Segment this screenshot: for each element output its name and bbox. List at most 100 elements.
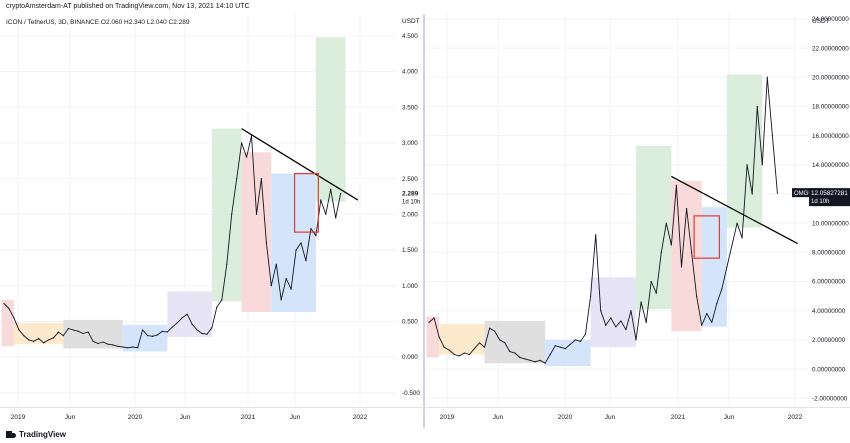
- price-points: [428, 76, 779, 364]
- y-tick-label: 2.00000000: [812, 337, 846, 344]
- last-price-bg: [809, 188, 850, 207]
- price-point: [300, 242, 302, 244]
- price-point: [241, 142, 243, 144]
- price-point: [132, 346, 134, 348]
- price-point: [650, 280, 652, 283]
- price-point: [499, 339, 501, 341]
- price-point: [433, 317, 435, 319]
- price-point: [549, 353, 551, 356]
- y-tick-label: 0.500: [402, 319, 418, 326]
- price-point: [756, 105, 758, 108]
- price-point: [761, 164, 763, 166]
- price-point: [559, 346, 561, 348]
- price-point: [151, 335, 154, 337]
- y-tick-label: 8.00000000: [812, 250, 846, 257]
- x-tick-label: Jun: [290, 414, 301, 421]
- price-point: [146, 335, 149, 337]
- price-point: [670, 244, 672, 246]
- zones: [426, 74, 763, 367]
- zone-orange: [439, 323, 485, 355]
- price-point: [564, 348, 566, 350]
- chart-title: ICON / TetherUS, 3D, BINANCE: [6, 19, 100, 26]
- price-point: [176, 322, 178, 324]
- price-point: [270, 285, 272, 287]
- x-tick-label: 2022: [353, 414, 368, 421]
- ohlc-l-label: L: [145, 19, 151, 26]
- price-point: [13, 317, 15, 319]
- price-point: [534, 361, 536, 363]
- trend-line: [241, 128, 359, 201]
- price-point: [489, 327, 491, 329]
- price-point: [706, 313, 708, 315]
- x-tick-label: Jun: [180, 414, 191, 421]
- last-price-label: 12.05827281: [811, 190, 848, 197]
- price-point: [751, 193, 753, 195]
- price-point: [305, 260, 307, 262]
- zone-green: [636, 145, 672, 310]
- price-point: [226, 263, 228, 265]
- zone-purple: [167, 291, 212, 338]
- price-point: [701, 324, 703, 326]
- price-point: [142, 329, 144, 331]
- y-tick-label: 18.00000000: [812, 104, 849, 111]
- y-tick-label: 0.000: [402, 354, 418, 361]
- price-point: [524, 358, 526, 360]
- price-point: [675, 184, 678, 186]
- price-point: [635, 339, 637, 341]
- zones: [1, 37, 346, 352]
- zone-blue: [122, 324, 168, 352]
- chart-icon-usdt[interactable]: USDT 4.500 4.000 3.500 3.000 2.500 2.000 1.500 1…: [0, 14, 424, 428]
- price-point: [746, 164, 748, 166]
- price-point: [211, 327, 213, 329]
- price-point: [77, 330, 79, 332]
- price-point: [665, 222, 667, 224]
- price-point: [660, 251, 662, 253]
- y-tick-label: 6.00000000: [812, 279, 846, 286]
- y-tick-label: 16.00000000: [812, 133, 849, 140]
- countdown-label: 1d 10h: [811, 199, 829, 205]
- price-point: [23, 335, 25, 337]
- zone-red: [426, 316, 440, 358]
- highlight-box: [293, 173, 319, 233]
- price-point: [236, 177, 238, 180]
- price-point: [315, 235, 317, 237]
- price-point: [171, 326, 173, 328]
- y-tick-label: 24.00000000: [812, 16, 849, 23]
- zone-gray: [484, 320, 546, 364]
- y-tick-label: 1.500: [402, 247, 418, 254]
- x-tick-label: Jun: [65, 414, 76, 421]
- price-point: [295, 249, 297, 251]
- chart-omg-usdt[interactable]: USDT 24.00000000 22.00000000 20.00000000 18.…: [425, 14, 850, 428]
- price-point: [156, 334, 159, 336]
- price-point: [161, 330, 163, 332]
- x-tick-label: 2022: [788, 414, 803, 421]
- price-point: [122, 346, 124, 348]
- price-point: [595, 234, 597, 236]
- symbol-tag-bg: [792, 188, 822, 198]
- price-point: [630, 310, 632, 312]
- price-point: [231, 213, 233, 215]
- price-point: [102, 341, 104, 343]
- price-point: [330, 188, 332, 190]
- price-point: [82, 332, 84, 335]
- price-point: [8, 307, 10, 310]
- y-tick-label: 20.00000000: [812, 74, 849, 81]
- price-point: [509, 350, 511, 353]
- ohlc-c: 2.289: [173, 19, 190, 26]
- price-line: [428, 76, 778, 364]
- tradingview-footer[interactable]: TradingView: [6, 430, 66, 439]
- price-point: [438, 336, 440, 338]
- price-point: [579, 340, 582, 342]
- price-point: [590, 295, 592, 297]
- y-tick-label: 4.000: [402, 69, 418, 76]
- chart-divider: [423, 14, 425, 428]
- x-tick-label: Jun: [605, 414, 616, 421]
- price-point: [600, 310, 602, 312]
- x-tick-labels: 2019 Jun 2020 Jun 2021 Jun 2022: [440, 414, 803, 421]
- price-point: [33, 340, 35, 342]
- y-tick-label: 2.000: [402, 211, 418, 218]
- zone-red: [241, 152, 272, 313]
- price-point: [655, 292, 657, 294]
- price-point: [260, 177, 262, 180]
- price-point: [127, 347, 129, 349]
